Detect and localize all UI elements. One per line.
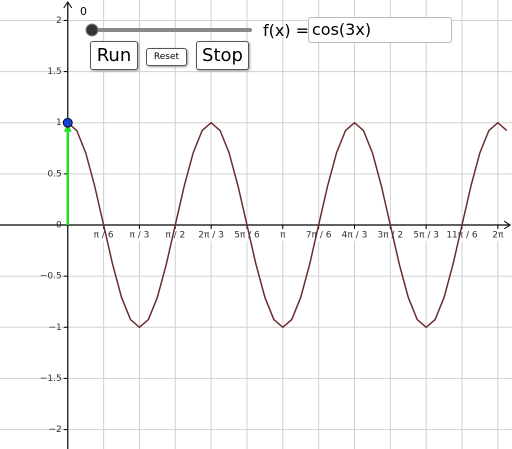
x-tick-label: 4π / 3 <box>342 231 368 241</box>
x-tick-label-bg <box>376 229 405 242</box>
x-tick-label: 2π / 3 <box>198 231 224 241</box>
y-tick-label: −2 <box>48 425 61 435</box>
y-tick-label: 1.5 <box>47 67 61 77</box>
run-button[interactable]: Run <box>90 41 138 70</box>
x-axis-arrow <box>503 220 511 230</box>
stop-button[interactable]: Stop <box>196 41 249 70</box>
function-curve <box>67 121 508 329</box>
x-tick-label-bg <box>161 229 190 242</box>
x-tick-label-bg <box>412 229 441 242</box>
y-tick-label: 1 <box>56 118 62 128</box>
y-tick-label: −1.5 <box>40 374 62 384</box>
x-tick-label-bg <box>268 229 297 242</box>
y-tick-label: −1 <box>48 323 61 333</box>
x-tick-label: π / 2 <box>165 231 185 241</box>
x-tick-label-bg <box>89 229 118 242</box>
reset-button[interactable]: Reset <box>146 48 187 66</box>
x-tick-label: 5π / 3 <box>413 231 439 241</box>
point <box>62 117 73 128</box>
y-tick-label: 2 <box>56 16 62 26</box>
x-tick-label-bg <box>197 229 226 242</box>
x-tick-label-bg <box>125 229 154 242</box>
x-tick-label-bg <box>340 229 369 242</box>
x-tick-label: π / 6 <box>94 231 114 241</box>
x-tick-label: 2π <box>492 231 504 241</box>
y-axis-arrow <box>63 1 73 9</box>
x-tick-label-bg <box>304 229 333 242</box>
x-tick-label-bg <box>483 229 512 242</box>
x-tick-label-bg <box>448 229 477 242</box>
x-tick-label: 11π / 6 <box>446 231 478 241</box>
x-tick-label: 7π / 6 <box>306 231 332 241</box>
y-tick-label: −0.5 <box>40 272 62 282</box>
y-tick-label: 0.5 <box>47 169 61 179</box>
slider-value: 0 <box>80 5 87 18</box>
y-tick-label: 0 <box>56 221 62 231</box>
x-tick-label: 3π / 2 <box>378 231 404 241</box>
vector-head <box>63 123 72 132</box>
x-tick-label-bg <box>232 229 261 242</box>
x-tick-label: π / 3 <box>129 231 149 241</box>
x-tick-label: π <box>280 231 286 241</box>
function-label: f(x) = <box>263 21 310 40</box>
function-input[interactable]: cos(3x) <box>308 17 452 43</box>
x-tick-label: 5π / 6 <box>234 231 260 241</box>
